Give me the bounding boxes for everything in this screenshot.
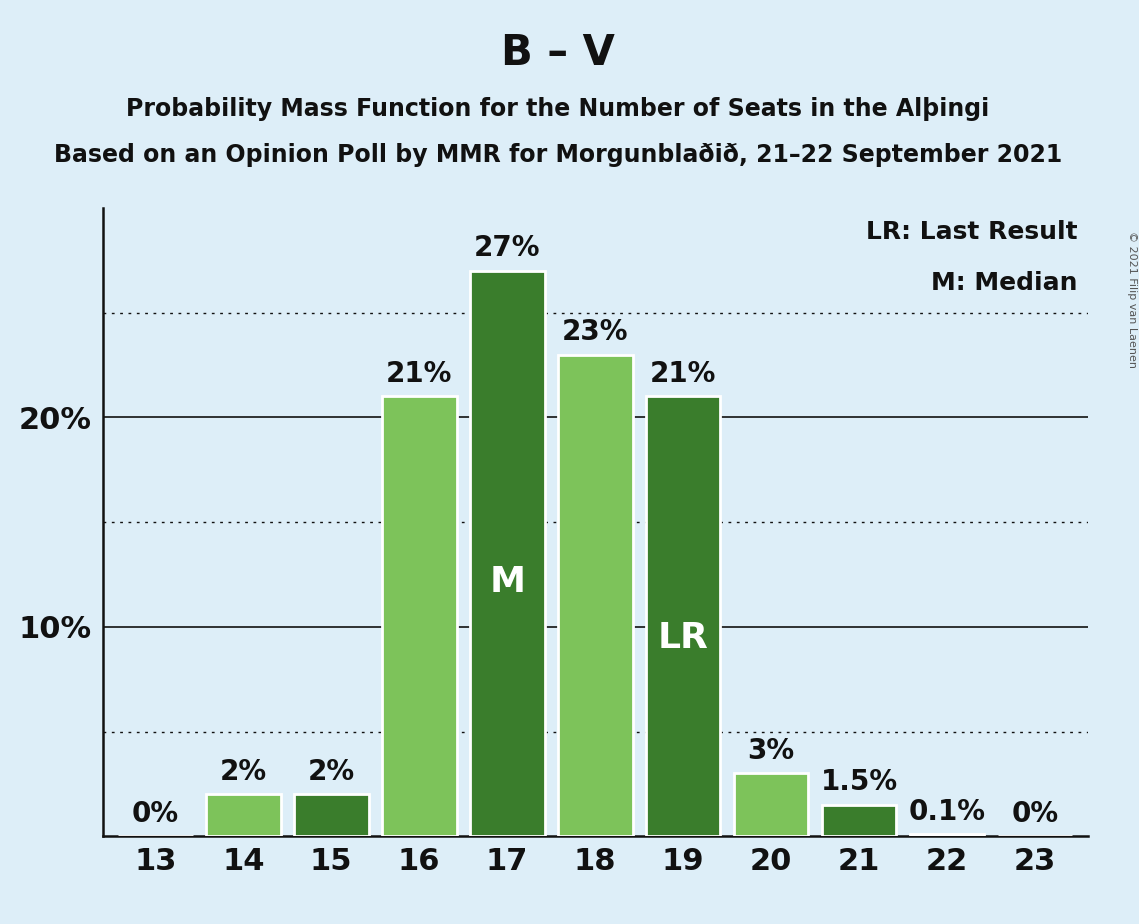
Text: M: M — [489, 565, 525, 599]
Text: 21%: 21% — [386, 360, 452, 388]
Bar — [910, 834, 984, 836]
Text: 0.1%: 0.1% — [909, 797, 985, 826]
Text: 23%: 23% — [562, 318, 629, 346]
Text: LR: LR — [657, 621, 708, 655]
Text: 1.5%: 1.5% — [820, 769, 898, 796]
Text: B – V: B – V — [501, 32, 615, 74]
Text: Probability Mass Function for the Number of Seats in the Alþingi: Probability Mass Function for the Number… — [126, 97, 990, 121]
Text: M: Median: M: Median — [932, 271, 1077, 295]
Bar — [821, 805, 896, 836]
Bar — [469, 271, 544, 836]
Text: 3%: 3% — [747, 737, 795, 765]
Bar — [294, 795, 369, 836]
Bar — [734, 773, 809, 836]
Text: 2%: 2% — [220, 758, 267, 786]
Text: Based on an Opinion Poll by MMR for Morgunblaðið, 21–22 September 2021: Based on an Opinion Poll by MMR for Morg… — [54, 143, 1063, 167]
Text: © 2021 Filip van Laenen: © 2021 Filip van Laenen — [1126, 231, 1137, 368]
Bar — [646, 396, 721, 836]
Text: 2%: 2% — [308, 758, 354, 786]
Text: LR: Last Result: LR: Last Result — [867, 221, 1077, 245]
Bar — [382, 396, 457, 836]
Text: 21%: 21% — [650, 360, 716, 388]
Text: 27%: 27% — [474, 235, 540, 262]
Text: 0%: 0% — [132, 800, 179, 828]
Bar — [558, 355, 632, 836]
Bar — [206, 795, 280, 836]
Text: 0%: 0% — [1011, 800, 1058, 828]
